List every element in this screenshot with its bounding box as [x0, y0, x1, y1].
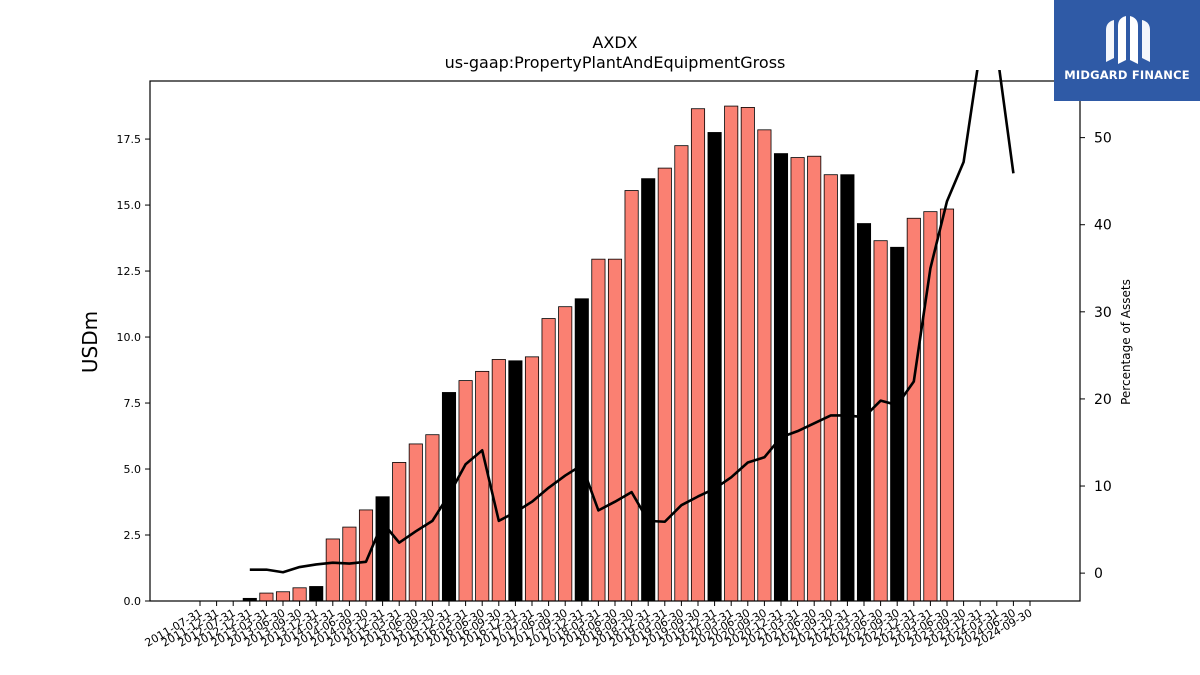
bar — [890, 246, 905, 602]
y2-axis: 0 10 20 30 40 50 — [1080, 131, 1112, 582]
bar — [325, 538, 340, 602]
bar — [624, 190, 639, 602]
bar — [707, 132, 722, 602]
bar — [558, 306, 573, 602]
bar — [607, 258, 623, 602]
bar — [823, 174, 838, 602]
bar — [358, 509, 374, 602]
bar — [309, 586, 324, 602]
y2-tick-label: 40 — [1094, 218, 1112, 234]
bar — [574, 298, 589, 602]
bar — [773, 153, 789, 602]
x-axis: 2011-07-312011-12-312012-07-312012-12-31… — [143, 601, 1035, 650]
bar — [508, 360, 523, 602]
bar — [475, 370, 490, 602]
bar — [674, 145, 689, 602]
bar — [392, 462, 407, 602]
bar — [873, 240, 888, 602]
bar — [292, 587, 307, 602]
bar-series — [242, 105, 955, 602]
bar — [524, 356, 540, 602]
bar — [541, 318, 556, 602]
y-tick-label: 5.0 — [124, 463, 142, 476]
bar — [790, 157, 805, 602]
bar — [690, 108, 706, 602]
logo: MIDGARD FINANCE — [1054, 0, 1200, 101]
y-tick-label: 12.5 — [117, 265, 142, 278]
y2-tick-label: 20 — [1094, 392, 1112, 408]
chart-title: AXDX — [592, 33, 637, 52]
y-tick-label: 15.0 — [117, 199, 142, 212]
y-tick-label: 0.0 — [124, 595, 142, 608]
y2-tick-label: 50 — [1094, 131, 1112, 147]
midgard-logo-icon — [1106, 16, 1150, 64]
bar — [491, 359, 506, 602]
bar — [408, 443, 423, 602]
bar — [724, 105, 739, 602]
bar — [591, 258, 606, 602]
bar — [740, 107, 755, 602]
y2-tick-label: 0 — [1094, 566, 1103, 582]
bar — [840, 174, 855, 602]
logo-text: MIDGARD FINANCE — [1064, 68, 1190, 82]
line-series — [249, 70, 1015, 574]
line-path — [249, 70, 1015, 574]
y-tick-label: 10.0 — [117, 331, 142, 344]
bar — [458, 380, 473, 602]
y2-tick-label: 30 — [1094, 305, 1112, 321]
y2-tick-label: 10 — [1094, 479, 1112, 495]
y-tick-label: 7.5 — [124, 397, 142, 410]
bar — [807, 155, 822, 602]
bar — [757, 129, 772, 602]
y-tick-label: 17.5 — [117, 133, 142, 146]
bar — [906, 217, 921, 602]
bar — [657, 167, 672, 602]
bar — [939, 208, 955, 602]
bar — [275, 591, 291, 602]
chart-subtitle: us-gaap:PropertyPlantAndEquipmentGross — [445, 53, 786, 72]
bar — [641, 178, 656, 602]
y-axis: 0.0 2.5 5.0 7.5 10.0 12.5 15.0 17.5 — [117, 133, 150, 608]
bar — [259, 592, 274, 602]
y2-axis-label: Percentage of Assets — [1119, 279, 1133, 405]
y-axis-label: USDm — [78, 311, 102, 373]
bar — [425, 434, 440, 602]
y-tick-label: 2.5 — [124, 529, 142, 542]
bar — [375, 496, 390, 602]
